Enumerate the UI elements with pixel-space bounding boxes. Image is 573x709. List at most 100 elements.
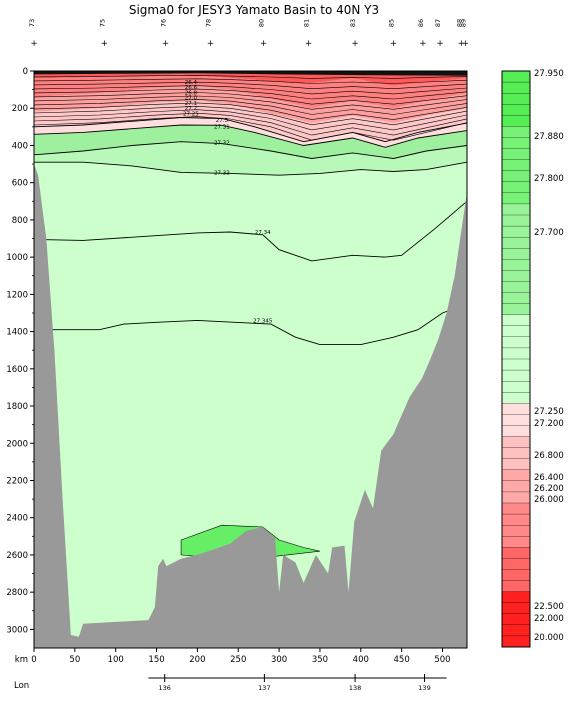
dense-contour-label: 27.2: [185, 106, 197, 112]
colorbar-segment: [501, 635, 531, 648]
y-tick-label: 0: [23, 67, 28, 77]
plot-area: 0200400600800100012001400160018002000220…: [6, 19, 469, 692]
bathymetry: [34, 164, 467, 648]
station-marker: +: [207, 39, 214, 49]
colorbar-label: 26.800: [534, 451, 564, 461]
station-marker: +: [305, 39, 312, 49]
contour-27.34: [34, 200, 467, 262]
station-label: 81: [303, 19, 311, 27]
x-tick-label: 150: [148, 655, 164, 665]
near-surface-contour: [34, 85, 467, 95]
station-label: 75: [98, 19, 106, 27]
colorbar-segment: [501, 248, 531, 260]
y-tick-label: 2200: [6, 476, 28, 486]
dense-contour-label: 27.25: [183, 111, 199, 117]
colorbar-segment: [501, 225, 531, 238]
colorbar-segment: [501, 369, 531, 382]
dense-contour-label: 27.0: [185, 96, 198, 102]
near-surface-contour: [34, 105, 467, 126]
colorbar-segment: [501, 81, 531, 94]
station-marker: +: [30, 39, 37, 49]
colorbar-segment: [501, 381, 531, 393]
x-tick-label: 0: [31, 655, 36, 665]
colorbar-segment: [501, 314, 531, 327]
contour-27.32: [34, 141, 467, 159]
station-label: 76: [160, 19, 168, 27]
surface-band: [34, 71, 467, 76]
colorbar-segment: [501, 159, 531, 172]
colorbar-segment: [501, 137, 531, 149]
colorbar-segment: [501, 126, 531, 138]
station-marker: +: [101, 39, 108, 49]
contour-label: 27.31: [214, 125, 230, 131]
near-surface-contour: [34, 78, 467, 84]
density-layer-3: [34, 100, 467, 142]
colorbar-segment: [501, 336, 531, 349]
lon-tick-label: 137: [258, 684, 270, 692]
station-label: 88: [455, 19, 463, 27]
near-surface-contour: [34, 102, 467, 120]
colorbar-label: 27.950: [534, 69, 564, 79]
colorbar-segment: [501, 358, 531, 371]
contour-label: 27.33: [214, 170, 230, 176]
colorbar-segment: [501, 104, 531, 116]
near-surface-contour: [34, 109, 467, 131]
colorbar-segment: [501, 70, 531, 83]
y-tick-label: 2800: [6, 588, 28, 598]
colorbar-segment: [501, 580, 531, 593]
colorbar-segment: [501, 303, 531, 316]
colorbar-segment: [501, 392, 531, 404]
station-marker: +: [260, 39, 267, 49]
x-tick-label: 200: [189, 655, 205, 665]
colorbar-frame: [501, 70, 531, 648]
colorbar-segment: [501, 270, 531, 282]
station-marker: +: [390, 39, 397, 49]
colorbar: 27.950 27.880 27.800 27.700 27.250 27.200 26.8…: [501, 69, 564, 648]
colorbar-segment: [501, 347, 531, 360]
colorbar-segment: [501, 447, 531, 460]
contour-27.33: [34, 161, 467, 176]
x-tick-label: 450: [394, 655, 410, 665]
lon-axis-label: Lon: [14, 681, 29, 691]
station-label: 89: [459, 19, 467, 27]
colorbar-label: 26.200: [534, 484, 564, 494]
contour-label: 27.345: [253, 318, 273, 324]
colorbar-segment: [501, 237, 531, 249]
near-surface-contour: [34, 116, 467, 141]
colorbar-segment: [501, 281, 531, 293]
x-axis-label: km: [15, 655, 28, 665]
colorbar-segment: [501, 436, 531, 449]
near-surface-contour: [34, 88, 467, 100]
colorbar-label: 27.800: [534, 174, 564, 184]
y-tick-label: 1400: [6, 328, 28, 338]
near-surface-contour: [34, 92, 467, 105]
colorbar-segment: [501, 613, 531, 626]
station-marker: +: [162, 39, 169, 49]
lon-tick-label: 138: [349, 684, 361, 692]
contour-label: 27.3: [216, 118, 229, 124]
y-tick-label: 400: [12, 141, 28, 151]
colorbar-label: 22.500: [534, 602, 564, 612]
density-layer-2: [34, 85, 467, 124]
colorbar-segment: [501, 458, 531, 471]
colorbar-segment: [501, 469, 531, 482]
colorbar-segment: [501, 491, 531, 504]
y-tick-label: 2600: [6, 551, 28, 561]
dense-contour-label: 26.8: [185, 90, 198, 96]
colorbar-segment: [501, 591, 531, 604]
colorbar-segment: [501, 480, 531, 493]
y-tick-label: 2000: [6, 439, 28, 449]
y-tick-label: 2400: [6, 514, 28, 524]
colorbar-label: 27.880: [534, 132, 564, 142]
near-surface-contour: [34, 112, 467, 136]
station-marker: +: [419, 39, 426, 49]
dense-contour-label: 27.1: [185, 101, 197, 107]
colorbar-segment: [501, 525, 531, 537]
colorbar-segment: [501, 170, 531, 183]
colorbar-segment: [501, 214, 531, 227]
near-surface-contour: [34, 95, 467, 110]
colorbar-segment: [501, 558, 531, 570]
density-layer-4: [34, 117, 467, 148]
x-tick-label: 400: [353, 655, 369, 665]
